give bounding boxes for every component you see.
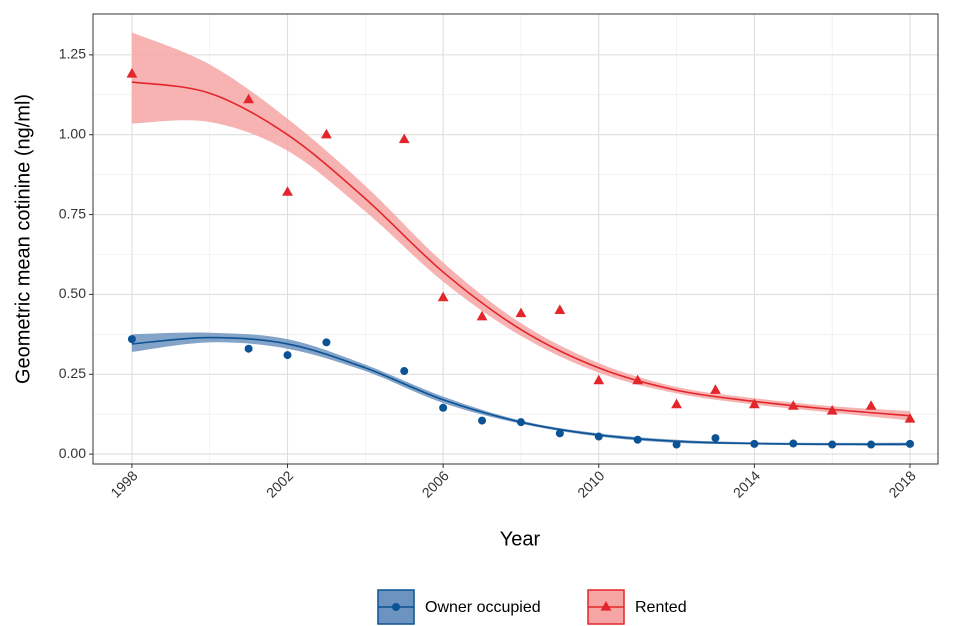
legend-marker — [392, 603, 400, 611]
y-axis-title: Geometric mean cotinine (ng/ml) — [12, 94, 34, 384]
point — [478, 416, 487, 425]
point — [904, 412, 916, 423]
point — [787, 400, 799, 410]
point — [867, 440, 876, 449]
x-tick-label: 2010 — [574, 467, 607, 500]
y-tick-label: 0.75 — [59, 205, 86, 221]
y-tick-label: 1.00 — [59, 125, 86, 141]
point — [826, 404, 838, 415]
point — [865, 400, 877, 410]
point — [594, 432, 603, 441]
y-tick-label: 0.25 — [59, 365, 86, 381]
x-tick-label: 2006 — [419, 467, 452, 500]
point — [672, 440, 681, 449]
legend-marker — [600, 601, 612, 611]
point — [632, 374, 644, 385]
point — [515, 307, 527, 318]
point — [711, 434, 720, 443]
point — [516, 418, 525, 427]
point — [321, 128, 332, 139]
point — [750, 439, 759, 448]
point — [282, 186, 293, 196]
point — [283, 351, 292, 360]
point — [243, 93, 255, 104]
y-tick-label: 1.25 — [59, 46, 86, 62]
x-tick-label: 2002 — [263, 467, 296, 500]
x-tick-label: 2014 — [730, 467, 763, 500]
y-tick-label: 0.00 — [59, 445, 86, 461]
point — [398, 133, 410, 144]
point — [828, 440, 837, 449]
point — [710, 384, 721, 394]
point — [439, 403, 448, 412]
legend-label: Owner occupied — [425, 599, 541, 616]
point — [905, 439, 914, 448]
point — [126, 68, 138, 78]
point — [748, 398, 760, 409]
point — [127, 335, 136, 344]
point — [554, 304, 566, 314]
point — [789, 439, 798, 448]
point — [593, 374, 605, 385]
y-tick-label: 0.50 — [59, 285, 86, 301]
point — [322, 338, 331, 347]
fit-line — [131, 81, 911, 417]
legend-label: Rented — [635, 599, 687, 616]
x-axis-title: Year — [500, 528, 541, 550]
point — [244, 344, 253, 353]
fit-line — [131, 336, 910, 446]
point — [633, 435, 642, 444]
point — [555, 429, 564, 438]
point — [671, 398, 682, 409]
confidence-band — [131, 32, 910, 421]
panel-border — [92, 13, 939, 465]
plot-area — [93, 14, 938, 464]
point — [400, 367, 409, 376]
x-tick-label: 2018 — [885, 467, 918, 500]
point — [437, 291, 449, 302]
x-tick-label: 1998 — [107, 467, 140, 500]
point — [476, 310, 488, 321]
